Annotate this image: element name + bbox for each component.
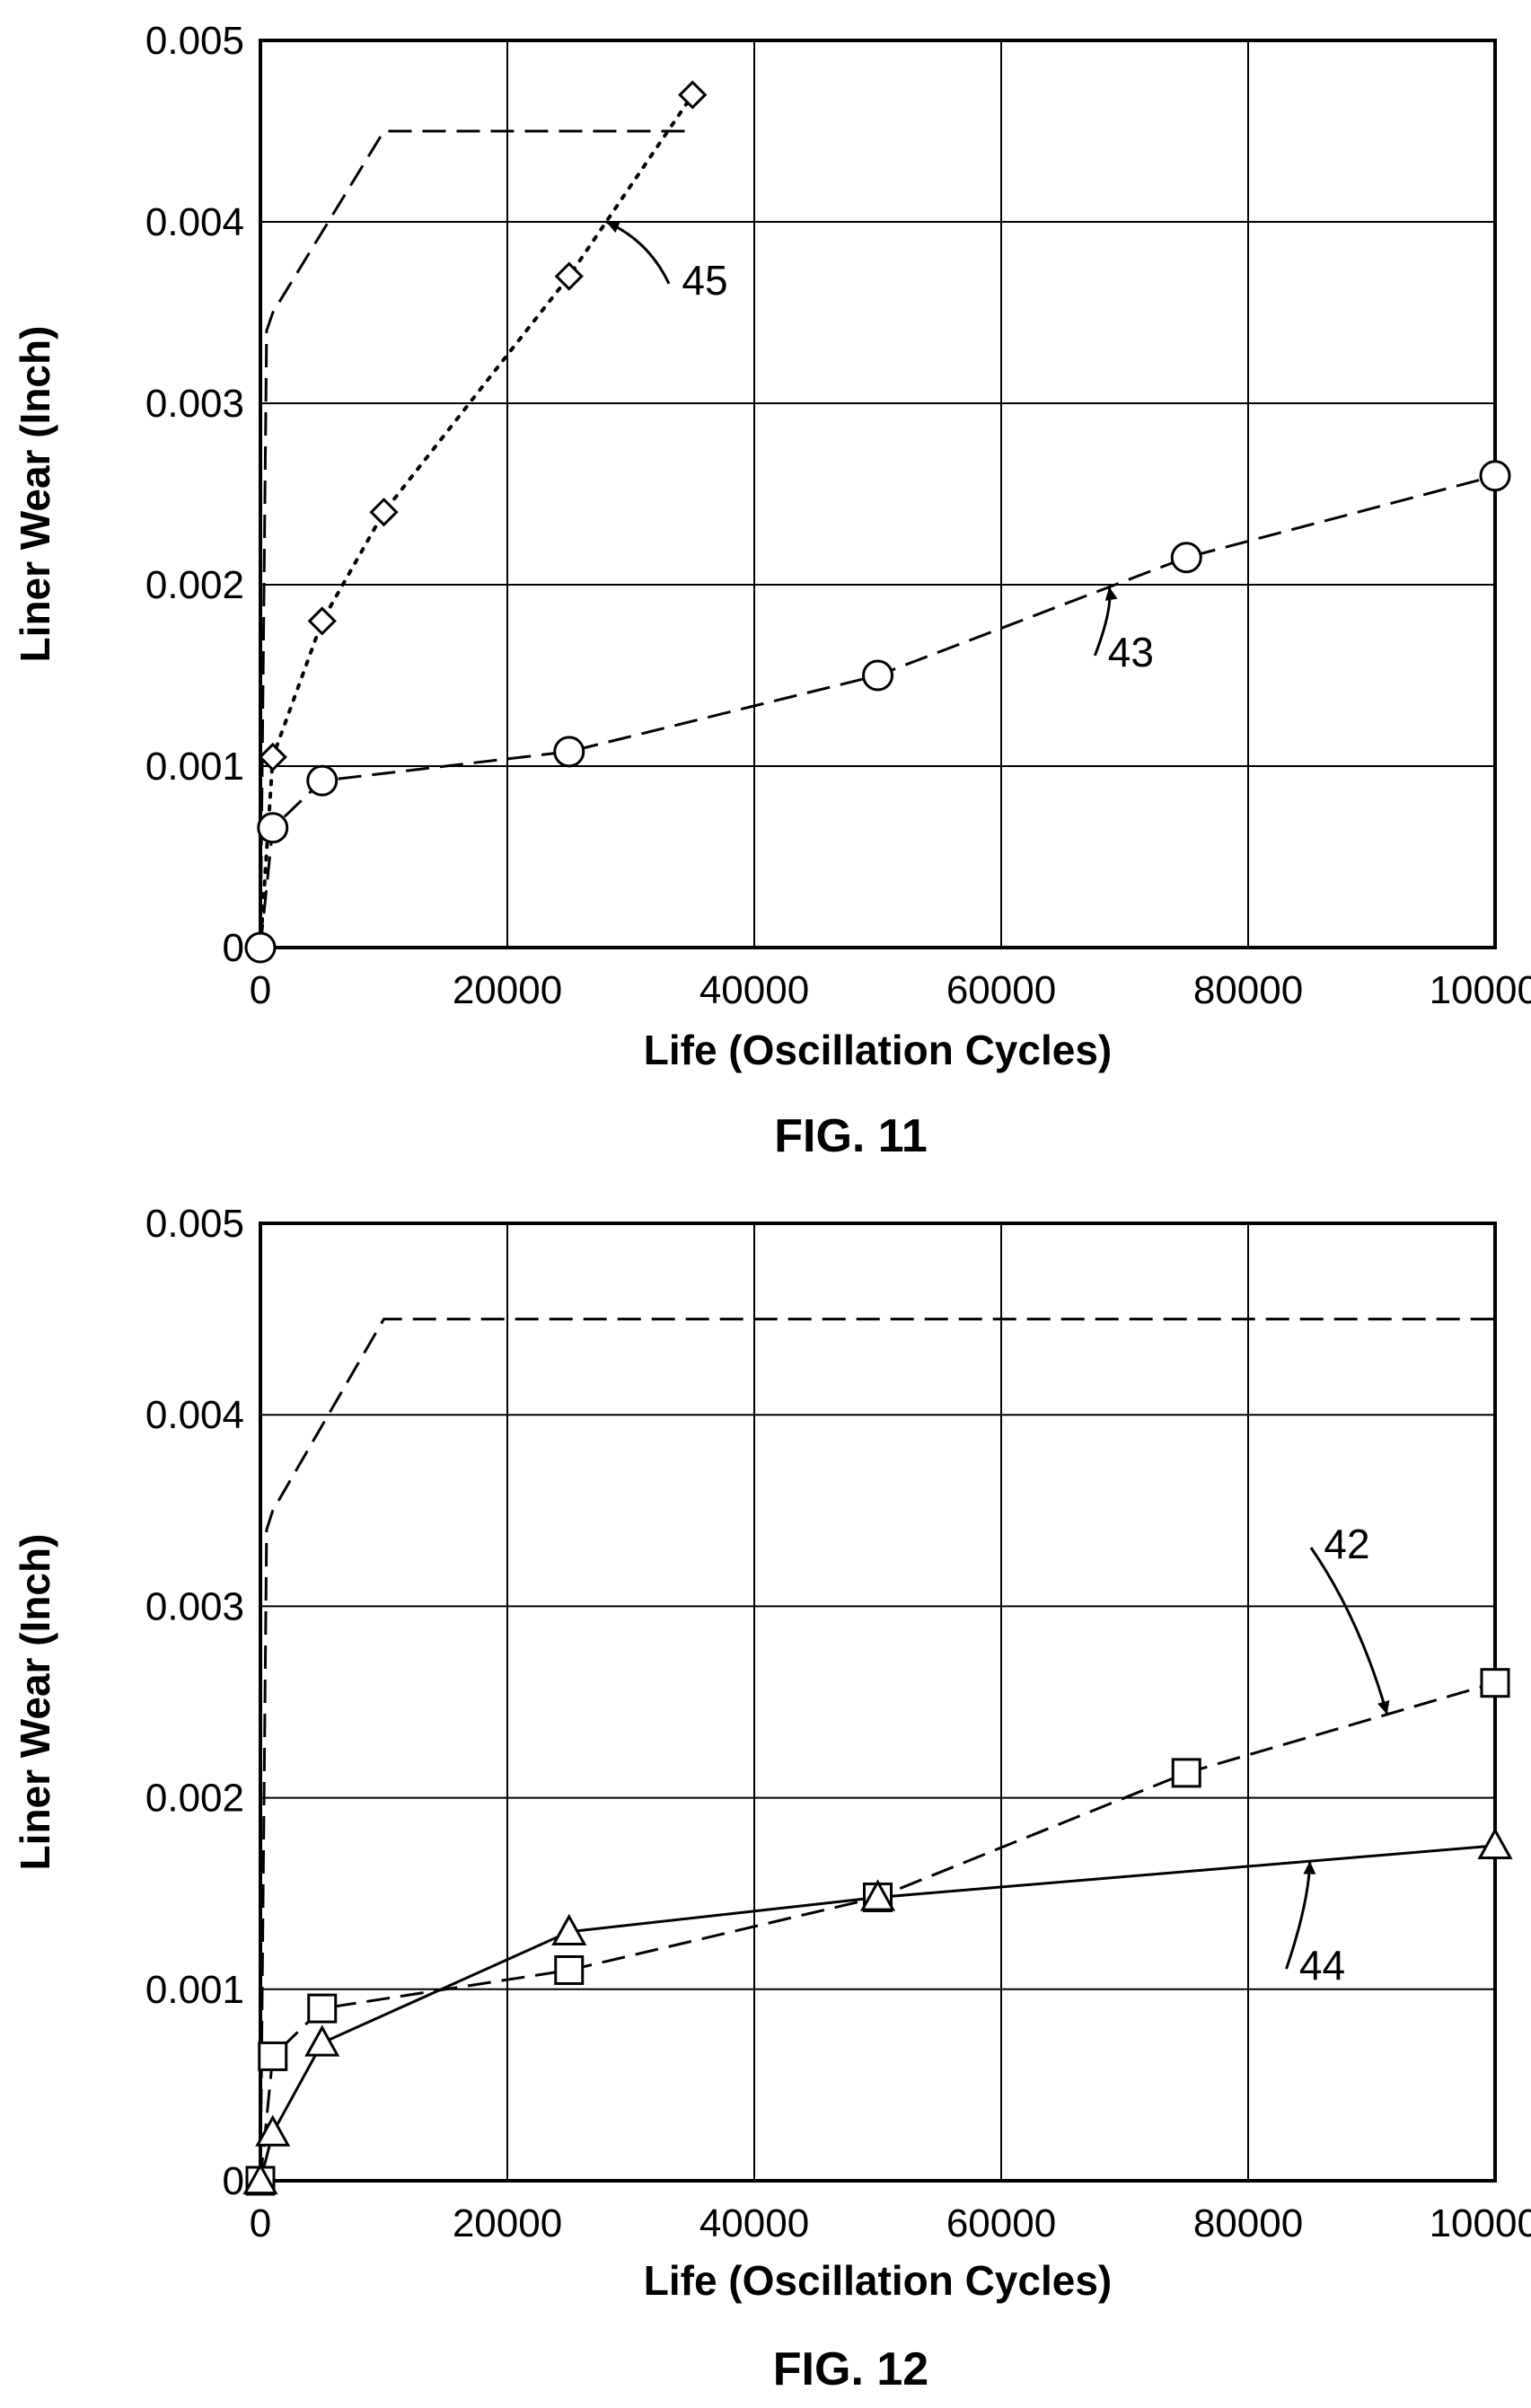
x-tick-label: 80000 (1193, 2201, 1303, 2245)
data-point-triangle (304, 2024, 340, 2057)
plot-frame (259, 1222, 1497, 2183)
data-point-triangle (859, 1879, 896, 1911)
ref-numeral: 44 (1299, 1942, 1345, 1989)
x-tick-label: 20000 (453, 2201, 562, 2245)
x-tick-label: 40000 (700, 2201, 809, 2245)
series-line-43 (259, 474, 1496, 948)
data-point-diamond (369, 498, 399, 527)
figure-caption: FIG. 11 (774, 1110, 928, 1162)
x-tick-label: 40000 (700, 968, 809, 1012)
data-point-diamond (258, 742, 287, 772)
data-point-square (554, 1954, 585, 1985)
leader-arrowhead (1104, 587, 1118, 601)
series-line-45 (259, 93, 695, 949)
y-axis-label: Liner Wear (Inch) (12, 326, 58, 663)
data-point-triangle (1477, 1827, 1513, 1859)
leader-arrowhead (606, 221, 620, 234)
y-tick-label: 0.005 (145, 1202, 244, 1246)
y-tick-label: 0.003 (145, 382, 244, 426)
series-line-limit (259, 129, 693, 948)
data-point-circle (306, 764, 339, 797)
leader-line (1309, 1547, 1389, 1716)
x-tick-label: 20000 (453, 968, 562, 1012)
y-tick-label: 0.002 (145, 563, 244, 607)
y-axis-label: Liner Wear (Inch) (12, 1534, 58, 1871)
x-tick-label: 80000 (1193, 968, 1303, 1012)
y-tick-label: 0.002 (145, 1777, 244, 1821)
x-axis-label: Life (Oscillation Cycles) (644, 1027, 1112, 1073)
series-line-42 (259, 1681, 1496, 2182)
plot-frame (259, 39, 1497, 949)
data-point-square (1480, 1668, 1510, 1698)
data-point-circle (1479, 460, 1511, 492)
x-tick-label: 0 (250, 2201, 271, 2245)
ref-numeral: 43 (1108, 629, 1154, 675)
data-point-square (1171, 1758, 1201, 1788)
series-line-limit (259, 1318, 1495, 2182)
leader-arrowhead (1303, 1861, 1316, 1874)
y-tick-label: 0 (223, 2159, 244, 2203)
ref-numeral: 42 (1324, 1521, 1369, 1567)
y-tick-label: 0.004 (145, 1393, 244, 1437)
data-point-triangle (255, 2114, 291, 2147)
data-point-triangle (551, 1913, 587, 1945)
figure-caption: FIG. 12 (773, 2343, 928, 2395)
y-tick-label: 0.005 (145, 19, 244, 63)
y-tick-label: 0.004 (145, 200, 244, 244)
x-tick-label: 60000 (946, 968, 1056, 1012)
data-point-circle (862, 659, 893, 692)
data-point-circle (244, 931, 277, 964)
data-point-diamond (307, 606, 337, 636)
x-axis-label: Life (Oscillation Cycles) (644, 2257, 1112, 2304)
y-tick-label: 0.001 (145, 745, 244, 789)
y-tick-label: 0.001 (145, 1968, 244, 2012)
data-point-circle (257, 812, 289, 844)
data-point-circle (553, 736, 585, 768)
data-point-square (258, 2041, 288, 2071)
data-point-square (307, 1993, 338, 2024)
leader-arrowhead (1377, 1699, 1390, 1715)
ref-numeral: 45 (682, 257, 727, 304)
x-tick-label: 0 (250, 968, 271, 1012)
data-point-triangle (242, 2162, 278, 2195)
x-tick-label: 60000 (946, 2201, 1056, 2245)
y-tick-label: 0.003 (145, 1584, 244, 1628)
data-point-diamond (554, 261, 584, 291)
data-point-diamond (678, 80, 708, 110)
y-tick-label: 0 (223, 926, 244, 970)
data-point-circle (1170, 542, 1202, 574)
